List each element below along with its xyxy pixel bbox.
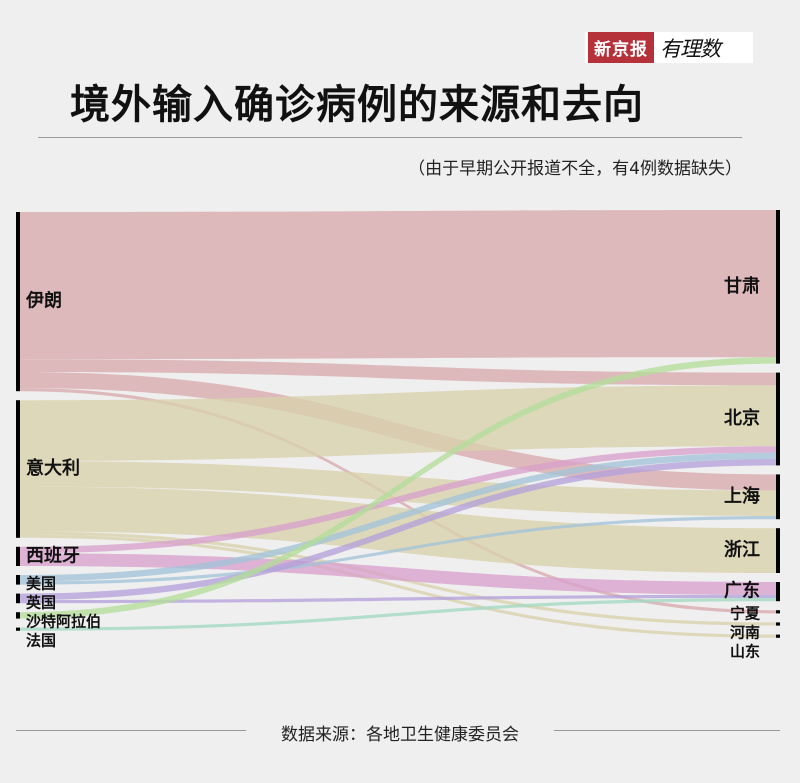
target-node-bar (776, 372, 780, 466)
flow-法国-广东 (20, 598, 776, 631)
source-node-bar (16, 546, 20, 566)
target-node-bar (776, 582, 780, 602)
flow-伊朗-北京 (20, 359, 776, 386)
flow-意大利-山东 (20, 534, 776, 638)
target-node-bar (776, 528, 780, 573)
flow-英国-广东 (20, 594, 776, 604)
source-label: 英国 (26, 593, 56, 611)
flow-意大利-北京 (20, 385, 776, 461)
footer-line-left (16, 730, 246, 731)
target-label: 山东 (730, 642, 760, 660)
flow-西班牙-北京 (20, 446, 776, 554)
footer-line-right (554, 730, 780, 731)
flow-美国-北京 (20, 452, 776, 582)
source-node-bar (16, 400, 20, 538)
source-label: 法国 (26, 631, 56, 649)
target-label: 甘肃 (724, 275, 760, 297)
flow-伊朗-甘肃 (20, 210, 776, 360)
source-node-bar (16, 212, 20, 392)
source-node-bar (16, 627, 20, 631)
target-label: 广东 (724, 580, 760, 602)
flow-英国-北京 (20, 459, 776, 600)
target-node-bar (776, 610, 780, 614)
logo: 新京报 有理数 (585, 32, 753, 63)
logo-column: 有理数 (660, 36, 721, 61)
data-source: 数据来源：各地卫生健康委员会 (271, 725, 529, 745)
logo-brand: 新京报 (588, 32, 654, 63)
flow-美国-上海 (20, 516, 776, 585)
target-label: 浙江 (724, 539, 760, 561)
target-label: 河南 (730, 623, 760, 641)
source-label: 意大利 (26, 457, 80, 479)
title-divider (38, 137, 742, 138)
page-title: 境外输入确诊病例的来源和去向 (70, 82, 644, 128)
target-node-bar (776, 210, 780, 364)
target-node-bar (776, 474, 780, 520)
source-label: 西班牙 (26, 545, 80, 566)
source-label: 伊朗 (25, 290, 62, 312)
source-node-bar (16, 575, 20, 585)
target-label: 北京 (724, 407, 760, 429)
target-label: 宁夏 (730, 604, 761, 622)
target-node-bar (776, 634, 780, 638)
source-label: 美国 (26, 574, 56, 592)
target-node-bar (776, 622, 780, 626)
target-label: 上海 (724, 485, 760, 507)
flow-沙特阿拉伯-甘肃 (20, 357, 776, 619)
footer: 数据来源：各地卫生健康委员会 (0, 720, 800, 745)
source-node-bar (16, 593, 20, 604)
subtitle-note: （由于早期公开报道不全，有4例数据缺失） (408, 159, 742, 179)
source-node-bar (16, 612, 20, 619)
source-label: 沙特阿拉伯 (26, 612, 101, 630)
